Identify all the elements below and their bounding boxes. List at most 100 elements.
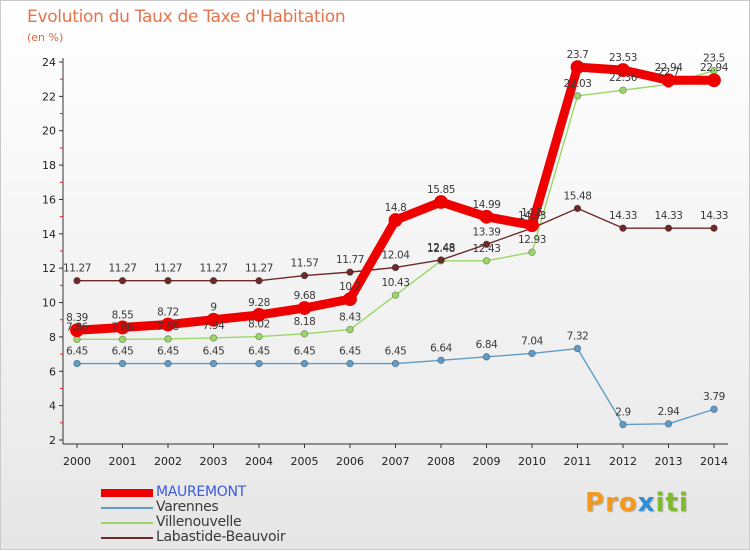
data-label-mauremont: 9.68 — [294, 290, 316, 302]
data-label-mauremont: 8.55 — [112, 309, 134, 321]
data-point-labastide-beauvoir — [664, 224, 673, 232]
y-tick-label: 16 — [42, 193, 56, 206]
data-label-mauremont: 23.7 — [567, 49, 589, 61]
data-label-varennes: 6.45 — [112, 346, 134, 358]
data-label-mauremont: 14.5 — [521, 207, 543, 219]
logo-letter: o — [618, 488, 638, 518]
data-label-labastide-beauvoir: 14.33 — [654, 210, 682, 222]
data-point-varennes — [73, 359, 81, 368]
data-label-mauremont: 9.28 — [248, 297, 270, 309]
data-label-villenouvelle: 22.7 — [658, 66, 680, 78]
legend-label-mauremont: MAUREMONT — [156, 484, 246, 500]
data-point-mauremont — [616, 63, 630, 77]
y-axis-unit-label: (en %) — [27, 31, 64, 44]
data-label-varennes: 3.79 — [703, 391, 725, 403]
data-label-villenouvelle: 7.86 — [112, 321, 134, 333]
data-label-labastide-beauvoir: 13.39 — [472, 226, 500, 238]
data-label-varennes: 6.45 — [385, 346, 407, 358]
data-point-labastide-beauvoir — [73, 277, 81, 285]
data-label-mauremont: 8.39 — [66, 312, 88, 324]
data-label-mauremont: 9 — [210, 302, 216, 314]
legend-item-mauremont: MAUREMONT — [101, 485, 285, 500]
data-point-mauremont — [434, 195, 448, 209]
data-label-villenouvelle: 7.88 — [157, 321, 179, 333]
data-point-mauremont — [707, 73, 721, 88]
data-point-villenouvelle — [209, 334, 218, 342]
data-label-labastide-beauvoir: 14.33 — [609, 210, 637, 222]
data-label-labastide-beauvoir: 11.57 — [290, 258, 318, 270]
data-point-mauremont — [206, 312, 221, 327]
x-tick-label: 2010 — [518, 455, 546, 468]
x-tick-label: 2005 — [291, 455, 319, 468]
data-label-villenouvelle: 8.02 — [248, 319, 270, 331]
data-point-villenouvelle — [164, 335, 172, 343]
series-villenouvelle — [73, 66, 718, 344]
data-point-mauremont — [297, 301, 312, 315]
data-point-labastide-beauvoir — [209, 277, 218, 285]
data-point-villenouvelle — [573, 92, 582, 100]
x-tick-label: 2011 — [564, 455, 592, 468]
data-point-villenouvelle — [482, 257, 491, 265]
data-labels-layer: 8.39 8.55 8.72 9 9.28 9.68 10.2 14.8 15.85 14.99 1… — [63, 49, 729, 418]
data-label-mauremont: 14.99 — [472, 199, 500, 211]
data-point-labastide-beauvoir — [300, 271, 309, 280]
data-point-mauremont — [570, 60, 585, 75]
data-label-varennes: 6.45 — [203, 346, 225, 358]
legend-swatch-labastide-beauvoir — [101, 536, 153, 539]
data-label-labastide-beauvoir: 11.27 — [154, 263, 182, 275]
legend-item-villenouvelle: Villenouvelle — [101, 515, 285, 530]
x-tick-label: 2002 — [154, 455, 182, 468]
series-layer — [70, 60, 721, 429]
series-varennes — [73, 344, 718, 429]
data-point-mauremont — [479, 209, 494, 224]
x-tick-label: 2004 — [245, 455, 273, 468]
data-label-villenouvelle: 12.48 — [427, 243, 455, 255]
x-tick-label: 2013 — [655, 455, 683, 468]
logo-letter: P — [585, 488, 606, 518]
data-label-varennes: 6.45 — [294, 346, 316, 358]
y-tick-label: 8 — [49, 331, 56, 344]
data-point-varennes — [482, 353, 491, 361]
data-point-labastide-beauvoir — [619, 224, 627, 232]
data-label-labastide-beauvoir: 11.27 — [199, 263, 227, 275]
data-label-villenouvelle: 7.86 — [66, 321, 88, 333]
y-tick-label: 18 — [42, 159, 56, 172]
series-mauremont — [70, 60, 721, 338]
data-point-mauremont — [343, 292, 357, 307]
legend: MAUREMONT Varennes Villenouvelle Labastide-… — [101, 485, 286, 545]
data-label-varennes: 6.84 — [476, 339, 498, 351]
data-point-varennes — [209, 359, 218, 368]
legend-label-labastide-beauvoir: Labastide-Beauvoir — [156, 529, 286, 545]
x-tick-label: 2014 — [700, 455, 728, 468]
data-label-varennes: 2.9 — [615, 407, 631, 419]
data-point-villenouvelle — [300, 330, 309, 338]
data-point-labastide-beauvoir — [391, 263, 400, 272]
logo-letter: i — [678, 488, 689, 518]
data-point-varennes — [346, 359, 354, 368]
data-point-varennes — [391, 359, 400, 368]
data-point-mauremont — [161, 317, 175, 332]
x-tick-label: 2006 — [336, 455, 364, 468]
data-label-villenouvelle: 8.18 — [294, 316, 316, 328]
y-tick-label: 10 — [42, 297, 56, 310]
data-label-varennes: 6.64 — [430, 342, 452, 354]
data-point-villenouvelle — [391, 291, 400, 299]
data-label-varennes: 6.45 — [157, 346, 179, 358]
series-labastide-beauvoir — [73, 204, 718, 285]
data-label-villenouvelle: 12.93 — [518, 234, 546, 246]
legend-item-varennes: Varennes — [101, 500, 285, 515]
data-point-labastide-beauvoir — [118, 277, 127, 285]
data-point-mauremont — [388, 213, 403, 227]
y-tick-label: 4 — [49, 400, 56, 413]
y-tick-label: 2 — [49, 434, 56, 447]
data-label-villenouvelle: 7.94 — [203, 320, 225, 332]
data-label-labastide-beauvoir: 15.48 — [563, 190, 591, 202]
data-point-varennes — [528, 349, 536, 358]
data-label-villenouvelle: 8.43 — [339, 312, 361, 324]
data-point-mauremont — [115, 320, 130, 335]
data-label-labastide-beauvoir: 12.04 — [381, 249, 410, 261]
data-point-labastide-beauvoir — [255, 277, 263, 285]
data-label-labastide-beauvoir: 11.27 — [108, 263, 136, 275]
data-label-labastide-beauvoir: 14.33 — [700, 210, 728, 222]
